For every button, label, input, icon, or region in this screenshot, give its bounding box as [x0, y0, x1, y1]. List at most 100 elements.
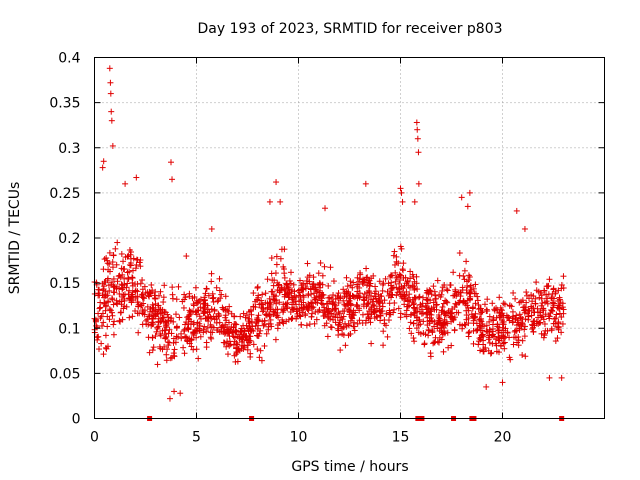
data-point — [139, 321, 146, 328]
data-point — [195, 299, 202, 306]
data-point — [277, 255, 284, 262]
data-point — [334, 314, 341, 321]
data-point — [486, 318, 493, 325]
data-point — [371, 303, 378, 310]
data-point — [377, 312, 384, 319]
data-point — [438, 307, 445, 314]
data-point — [436, 291, 443, 298]
data-point — [305, 292, 312, 299]
data-point — [155, 318, 162, 325]
data-point — [261, 317, 268, 324]
data-point — [490, 314, 497, 321]
data-point — [540, 305, 547, 312]
data-point — [375, 297, 382, 304]
data-point — [134, 293, 141, 300]
data-point — [424, 287, 431, 294]
data-point — [436, 339, 443, 346]
data-point — [498, 317, 505, 324]
data-point — [216, 319, 223, 326]
data-point — [259, 308, 266, 315]
data-point — [440, 320, 447, 327]
data-point — [388, 272, 395, 279]
data-point-outlier — [122, 180, 129, 187]
data-point — [304, 260, 311, 267]
data-point — [174, 334, 181, 341]
data-point — [441, 281, 448, 288]
data-point — [365, 313, 372, 320]
data-point — [150, 344, 157, 351]
data-point — [363, 274, 370, 281]
data-point — [373, 305, 380, 312]
data-point — [180, 304, 187, 311]
data-point — [489, 300, 496, 307]
data-point — [104, 292, 111, 299]
data-point — [355, 278, 362, 285]
data-point — [180, 344, 187, 351]
data-point — [541, 320, 548, 327]
data-point — [224, 338, 231, 345]
data-point — [319, 301, 326, 308]
data-point — [477, 305, 484, 312]
data-point — [127, 251, 134, 258]
data-point — [117, 318, 124, 325]
data-point — [509, 319, 516, 326]
data-point — [274, 309, 281, 316]
data-point — [176, 314, 183, 321]
data-point-outlier — [499, 379, 506, 386]
data-point — [159, 306, 166, 313]
data-point — [136, 259, 143, 266]
data-point — [255, 292, 262, 299]
data-point — [201, 300, 208, 307]
data-point-outlier — [169, 176, 176, 183]
data-point — [417, 301, 424, 308]
data-point — [501, 339, 508, 346]
data-point — [437, 317, 444, 324]
data-point — [536, 294, 543, 301]
data-point — [434, 338, 441, 345]
data-point — [195, 355, 202, 362]
data-point — [325, 282, 332, 289]
data-point — [221, 339, 228, 346]
data-point — [149, 308, 156, 315]
data-point — [513, 327, 520, 334]
y-tick-label: 0.3 — [58, 141, 80, 157]
data-point-outlier — [183, 253, 190, 260]
x-tick-label: 10 — [290, 430, 308, 446]
data-point — [273, 253, 280, 260]
data-point — [425, 327, 432, 334]
data-point — [381, 297, 388, 304]
data-point — [220, 324, 227, 331]
data-point — [560, 284, 567, 291]
data-point — [224, 326, 231, 333]
data-point — [440, 348, 447, 355]
data-point — [118, 281, 125, 288]
data-point — [424, 296, 431, 303]
data-point — [377, 317, 384, 324]
data-point — [127, 262, 134, 269]
y-tick-labels: 0 0.05 0.1 0.15 0.2 0.25 0.3 0.35 0.4 — [49, 51, 80, 428]
y-tick-label: 0.05 — [49, 366, 80, 382]
data-point — [330, 278, 337, 285]
data-point — [395, 260, 402, 267]
data-point — [110, 301, 117, 308]
data-point — [351, 327, 358, 334]
data-point-outlier — [133, 174, 140, 181]
data-point — [202, 290, 209, 297]
data-point — [415, 329, 422, 336]
data-point — [163, 357, 170, 364]
data-point — [126, 246, 133, 253]
data-point — [275, 314, 282, 321]
data-point — [197, 315, 204, 322]
data-point — [137, 263, 144, 270]
data-point — [126, 268, 133, 275]
data-point-outlier — [166, 395, 173, 402]
data-point — [556, 294, 563, 301]
data-point — [364, 274, 371, 281]
data-point — [168, 354, 175, 361]
data-point — [389, 272, 396, 279]
data-point — [247, 306, 254, 313]
data-point — [330, 298, 337, 305]
data-point — [414, 317, 421, 324]
data-point — [496, 309, 503, 316]
data-point — [105, 298, 112, 305]
